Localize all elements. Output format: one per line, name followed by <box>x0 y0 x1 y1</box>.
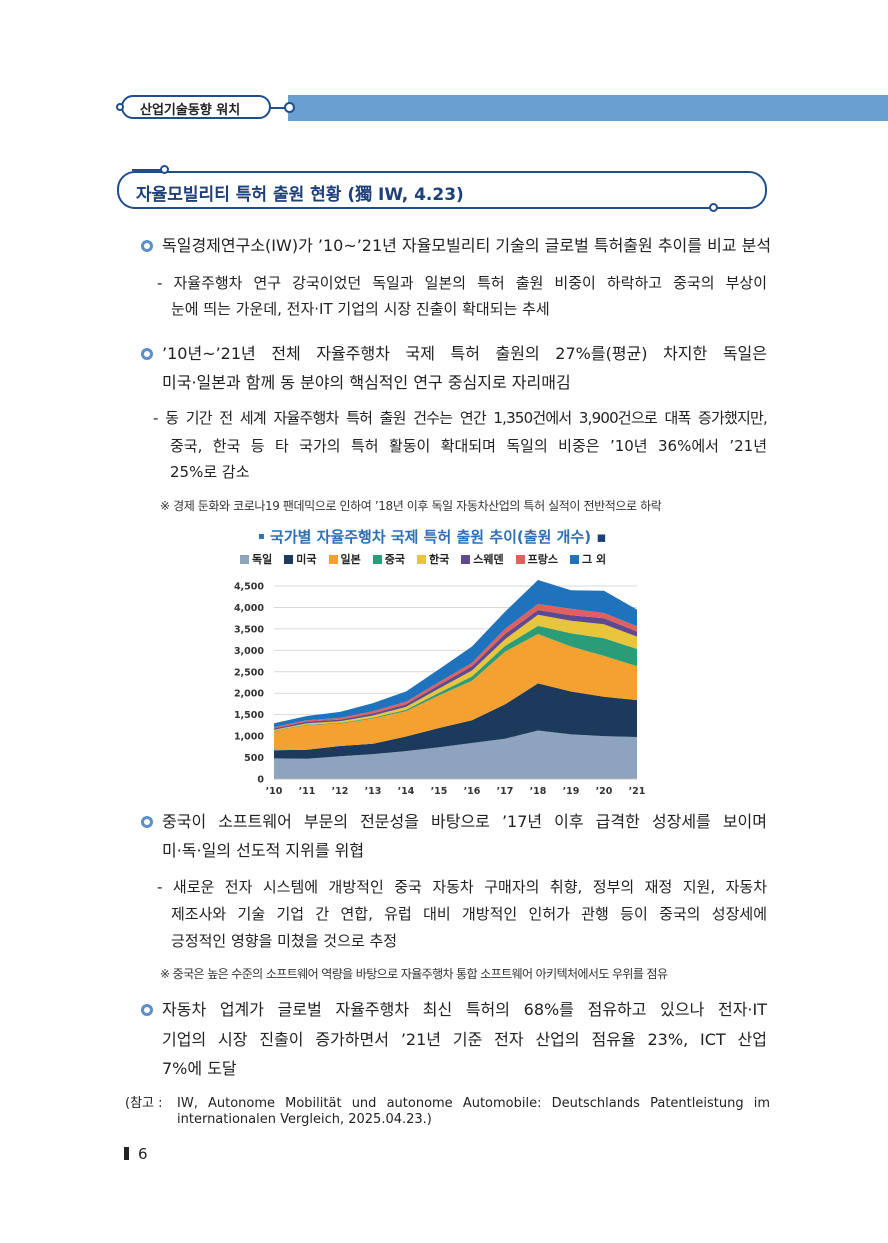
area-series <box>274 730 637 779</box>
chart-legend: 독일 미국 일본 중국 한국 스웨덴 프랑스 그 외 <box>240 551 606 567</box>
note: ※ 중국은 높은 수준의 소프트웨어 역량을 바탕으로 자율주행차 통합 소프트… <box>160 967 668 981</box>
page-number: 6 <box>138 1145 148 1163</box>
paragraph-main: ’10년~’21년 전체 자율주행차 국제 특허 출원의 27%를(평균) 차지… <box>162 344 767 363</box>
paragraph-main: 7%에 도달 <box>162 1059 237 1078</box>
area-series <box>274 634 637 751</box>
paragraph-sub: 제조사와 기술 기업 간 연합, 유럽 대비 개방적인 인허가 관행 등이 중국… <box>171 905 767 923</box>
legend-label: 스웨덴 <box>473 553 504 566</box>
y-tick-label: 2,500 <box>234 667 264 678</box>
area-series <box>274 614 637 731</box>
x-tick-label: ’19 <box>563 786 580 796</box>
x-tick-label: ’11 <box>299 786 316 796</box>
y-tick-label: 4,500 <box>234 582 264 593</box>
legend-item: 미국 <box>284 551 317 567</box>
paragraph-sub: 긍정적인 영향을 미쳤을 것으로 추정 <box>171 932 398 950</box>
legend-swatch <box>328 554 338 564</box>
section-dot-icon <box>709 203 718 212</box>
x-tick-label: ’17 <box>497 786 514 796</box>
legend-label: 한국 <box>429 553 450 566</box>
legend-label: 일본 <box>340 553 361 566</box>
paragraph-sub: 중국, 한국 등 타 국가의 특허 활동이 확대되며 독일의 비중은 ’10년 … <box>170 437 767 455</box>
legend-swatch <box>284 554 294 564</box>
y-tick-label: 500 <box>244 753 264 764</box>
legend-label: 프랑스 <box>527 553 558 566</box>
x-tick-label: ’14 <box>398 786 415 796</box>
area-series <box>274 580 637 728</box>
legend-item: 프랑스 <box>515 551 558 567</box>
paragraph-main: 자동차 업계가 글로벌 자율주행차 최신 특허의 68%를 점유하고 있으나 전… <box>162 1000 767 1019</box>
paragraph-main: 기업의 시장 진출이 증가하면서 ’21년 기준 전자 산업의 점유율 23%,… <box>162 1030 767 1049</box>
bullet-icon <box>141 348 153 360</box>
legend-item: 한국 <box>417 551 449 567</box>
bullet-icon <box>141 816 153 828</box>
x-tick-label: ’10 <box>266 786 283 796</box>
chart: 0 500 1,000 1,500 2,000 2,500 3,000 3,500 4,000 4… <box>234 580 646 796</box>
legend-swatch <box>417 554 426 564</box>
y-tick-label: 1,500 <box>234 710 264 721</box>
header-title: 산업기술동향 워치 <box>140 103 241 118</box>
paragraph-sub: - 동 기간 전 세계 자율주행차 특허 출원 건수는 연간 1,350건에서 … <box>153 409 768 427</box>
reference-line: IW, Autonome Mobilität und autonome Auto… <box>177 1096 770 1111</box>
chart-title-marker: ▪ <box>596 528 607 546</box>
legend-swatch <box>515 554 525 564</box>
legend-item: 스웨덴 <box>461 551 504 567</box>
paragraph-sub: 눈에 띄는 가운데, 전자·IT 기업의 시장 진출이 확대되는 추세 <box>171 300 550 318</box>
reference-label: (참고 : <box>125 1096 163 1111</box>
paragraph-main: 중국이 소프트웨어 부문의 전문성을 바탕으로 ’17년 이후 급격한 성장세를… <box>162 812 767 831</box>
x-tick-label: ’18 <box>530 786 547 796</box>
section-title: 자율모빌리티 특허 출원 현황 (獨 IW, 4.23) <box>136 185 464 205</box>
x-tick-label: ’13 <box>365 786 382 796</box>
legend-label: 중국 <box>384 553 405 566</box>
legend-swatch <box>372 554 382 564</box>
chart-title-marker: ▪ <box>258 531 265 542</box>
header-band <box>288 95 888 121</box>
paragraph-main: 미·독·일의 선도적 지위를 위협 <box>162 841 365 860</box>
legend-label: 독일 <box>252 553 273 566</box>
y-tick-label: 3,500 <box>234 624 264 635</box>
paragraph-sub: - 새로운 전자 시스템에 개방적인 중국 자동차 구매자의 취향, 정부의 재… <box>157 878 767 896</box>
page-marker <box>124 1147 129 1160</box>
header-dot-icon <box>116 103 124 111</box>
paragraph-sub: 25%로 감소 <box>170 463 250 481</box>
legend-item: 일본 <box>328 551 361 567</box>
section-line <box>132 169 162 171</box>
reference-line: internationalen Vergleich, 2025.04.23.) <box>177 1112 432 1127</box>
area-series <box>274 683 637 759</box>
legend-item: 중국 <box>372 551 405 567</box>
legend-item: 독일 <box>240 551 272 567</box>
y-tick-label: 4,000 <box>234 603 264 614</box>
y-tick-label: 1,000 <box>234 732 264 743</box>
bullet-icon <box>141 1004 153 1016</box>
header-dot-icon <box>284 102 295 113</box>
reference: (참고 : IW, Autonome Mobilität und autonom… <box>125 1096 770 1128</box>
legend-label: 미국 <box>296 553 317 566</box>
legend-label: 그 외 <box>582 553 607 566</box>
paragraph-sub: - 자율주행차 연구 강국이었던 독일과 일본의 특허 출원 비중이 하락하고 … <box>157 274 767 292</box>
y-tick-label: 0 <box>257 775 264 786</box>
y-tick-label: 2,000 <box>234 689 264 700</box>
legend-swatch <box>570 554 579 564</box>
area-series <box>274 610 637 730</box>
note: ※ 경제 둔화와 코로나19 팬데믹으로 인하여 ’18년 이후 독일 자동차산… <box>160 499 662 513</box>
legend-swatch <box>461 554 471 564</box>
paragraph-main: 미국·일본과 함께 동 분야의 핵심적인 연구 중심지로 자리매김 <box>162 373 571 392</box>
legend-item: 그 외 <box>570 551 606 567</box>
paragraph-main: 독일경제연구소(IW)가 ’10~’21년 자율모빌리티 기술의 글로벌 특허출… <box>162 236 772 255</box>
chart-title: ▪ 국가별 자율주행차 국제 특허 출원 추이(출원 개수) ▪ <box>258 526 606 547</box>
x-tick-label: ’15 <box>431 786 448 796</box>
legend-swatch <box>240 554 249 564</box>
x-tick-label: ’12 <box>332 786 349 796</box>
section-dot-icon <box>160 165 169 174</box>
chart-title-text: 국가별 자율주행차 국제 특허 출원 추이(출원 개수) <box>270 528 592 546</box>
x-tick-label: ’16 <box>464 786 481 796</box>
x-tick-label: ’21 <box>629 786 646 796</box>
bullet-icon <box>141 240 153 252</box>
area-series <box>274 604 637 729</box>
section-title-box <box>117 171 767 209</box>
y-tick-label: 3,000 <box>234 646 264 657</box>
header-connector <box>268 107 290 109</box>
x-tick-label: ’20 <box>596 786 613 796</box>
